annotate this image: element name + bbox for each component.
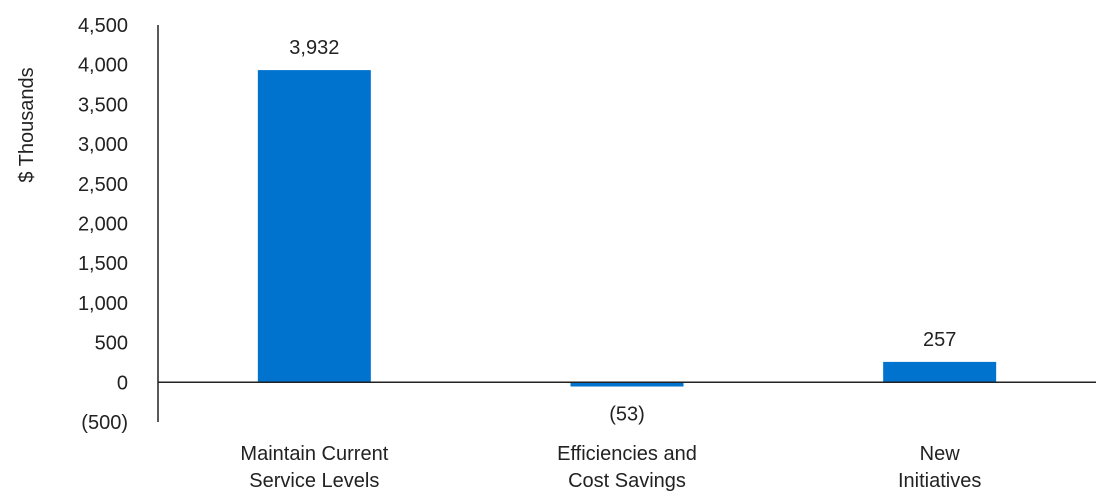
y-tick-label: 3,000	[78, 134, 128, 156]
x-category-label-line: Service Levels	[249, 470, 379, 491]
y-tick-label: 1,500	[78, 253, 128, 275]
y-tick-label: 4,000	[78, 55, 128, 77]
x-category-label-line: Maintain Current	[240, 443, 388, 465]
y-tick-label: 0	[117, 372, 128, 394]
x-category-label: Efficiencies and Cost Savings	[557, 443, 697, 491]
y-axis-title: $ Thousands	[16, 67, 38, 182]
y-tick-label: (500)	[81, 412, 128, 434]
y-tick-label: 3,500	[78, 94, 128, 116]
y-tick-label: 4,500	[78, 15, 128, 37]
y-tick-label: 2,500	[78, 174, 128, 196]
y-tick-label: 2,000	[78, 214, 128, 236]
bar	[883, 361, 997, 383]
data-label: 257	[923, 329, 956, 351]
x-category-label: Maintain Current Service Levels	[240, 443, 388, 491]
x-category-label-line: Efficiencies and	[557, 443, 697, 465]
x-category-label-line: Cost Savings	[568, 470, 686, 491]
data-label: 3,932	[289, 37, 339, 59]
bar	[570, 382, 684, 387]
x-category-label-line: New	[920, 443, 961, 465]
data-label: (53)	[609, 403, 645, 425]
y-tick-label: 500	[95, 333, 128, 355]
y-tick-label: 1,000	[78, 293, 128, 315]
x-category-label: New Initiatives	[898, 443, 981, 491]
x-category-label-line: Initiatives	[898, 470, 981, 491]
bar	[257, 70, 371, 383]
